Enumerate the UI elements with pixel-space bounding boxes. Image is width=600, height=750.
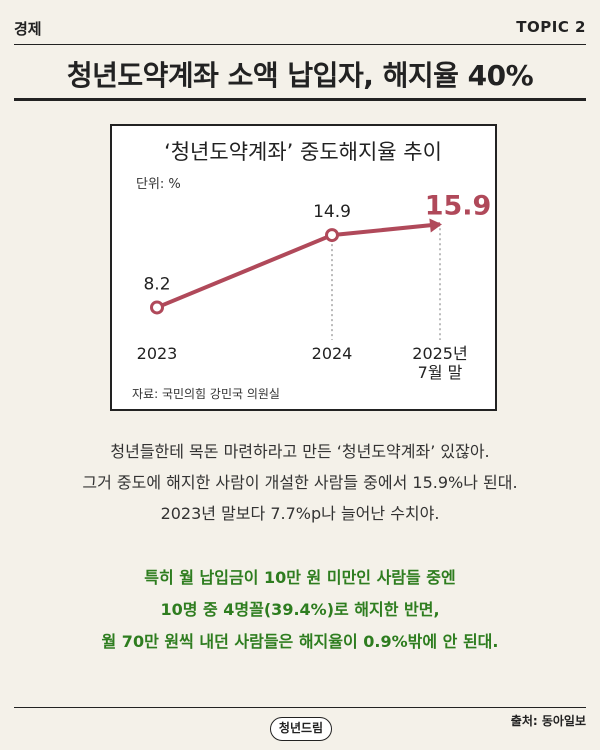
body-line: 2023년 말보다 7.7%p나 늘어난 수치야. [160, 504, 440, 523]
body-line: 청년들한테 목돈 마련하라고 만든 ‘청년도약계좌’ 있잖아. [110, 442, 490, 461]
x-tick-label: 2023 [137, 344, 178, 363]
body-line: 그거 중도에 해지한 사람이 개설한 사람들 중에서 15.9%나 된대. [82, 473, 518, 492]
highlight-line: 특히 월 납입금이 10만 원 미만인 사람들 중엔 [144, 568, 456, 587]
brand-logo: 청년드림 [270, 717, 332, 741]
data-label: 8.2 [143, 274, 170, 294]
body-paragraph: 청년들한테 목돈 마련하라고 만든 ‘청년도약계좌’ 있잖아. 그거 중도에 해… [0, 436, 600, 529]
headline: 청년도약계좌 소액 납입자, 해지율 40% [66, 59, 534, 92]
x-tick-label: 2024 [312, 344, 353, 363]
category-label: 경제 [14, 20, 42, 38]
x-tick-label: 7월 말 [418, 363, 463, 382]
top-divider [14, 44, 586, 45]
arrowhead [429, 218, 442, 233]
highlight-line: 월 70만 원씩 내던 사람들은 해지율이 0.9%밖에 안 된대. [101, 632, 499, 651]
chart-title: ‘청년도약계좌’ 중도해지율 추이 [164, 140, 442, 164]
chart-unit: 단위: % [136, 177, 181, 192]
top-bar: 경제 TOPIC 2 [14, 18, 586, 42]
headline-divider [14, 98, 586, 101]
highlight-line: 10명 중 4명꼴(39.4%)로 해지한 반면, [160, 600, 440, 619]
series-line [156, 222, 441, 310]
source-credit: 출처: 동아일보 [510, 714, 586, 728]
data-point [150, 300, 164, 315]
data-label: 14.9 [313, 202, 351, 222]
data-label-highlight: 15.9 [425, 190, 492, 221]
topic-label: TOPIC 2 [516, 18, 586, 36]
data-point [325, 228, 339, 243]
chart-source: 자료: 국민의힘 강민국 의원실 [132, 387, 280, 401]
footer-divider [14, 707, 586, 708]
x-tick-label: 2025년 [412, 344, 467, 363]
highlight-paragraph: 특히 월 납입금이 10만 원 미만인 사람들 중엔 10명 중 4명꼴(39.… [0, 562, 600, 658]
